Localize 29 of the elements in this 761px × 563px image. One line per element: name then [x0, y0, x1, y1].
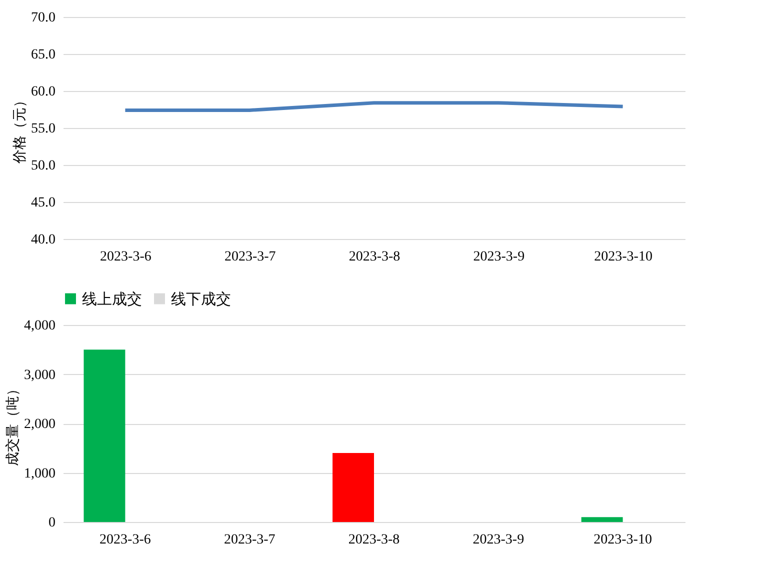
y-axis-title: 成交量（吨）: [5, 382, 21, 466]
x-tick-label: 2023-3-7: [224, 532, 276, 548]
y-tick-label: 2,000: [24, 417, 56, 432]
x-tick-label: 2023-3-9: [473, 250, 525, 264]
y-tick-label: 3,000: [24, 368, 56, 383]
bar: [84, 350, 126, 522]
y-tick-label: 55.0: [31, 122, 56, 136]
x-tick-label: 2023-3-6: [100, 250, 152, 264]
x-tick-label: 2023-3-7: [224, 250, 276, 264]
x-tick-label: 2023-3-10: [594, 532, 652, 548]
x-tick-label: 2023-3-8: [348, 250, 400, 264]
y-tick-label: 1,000: [24, 466, 56, 482]
x-tick-label: 2023-3-10: [594, 250, 652, 264]
y-tick-label: 50.0: [31, 158, 56, 174]
x-tick-label: 2023-3-6: [100, 532, 151, 548]
bar: [581, 517, 623, 522]
y-tick-label: 0: [48, 516, 56, 530]
y-axis-title: 价格（元）: [12, 94, 28, 164]
y-tick-label: 45.0: [31, 196, 56, 210]
x-tick-label: 2023-3-9: [472, 532, 524, 548]
bar: [332, 453, 374, 522]
legend-label: 线上成交: [82, 290, 142, 308]
legend-label: 线下成交: [171, 290, 231, 308]
y-tick-label: 70.0: [31, 10, 56, 26]
y-tick-label: 4,000: [24, 318, 56, 334]
x-tick-label: 2023-3-8: [348, 532, 400, 548]
y-tick-label: 60.0: [31, 84, 56, 100]
y-tick-label: 40.0: [31, 232, 56, 248]
y-tick-label: 65.0: [31, 48, 56, 62]
